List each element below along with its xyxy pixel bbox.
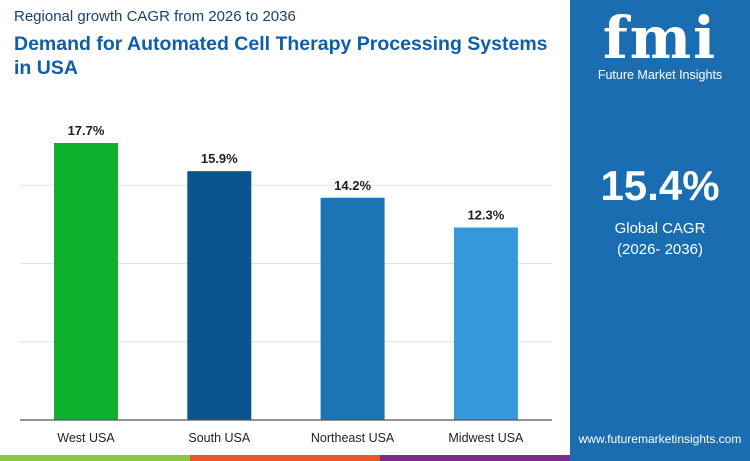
x-tick-label: Northeast USA: [311, 431, 395, 445]
website-link[interactable]: www.futuremarketinsights.com: [578, 432, 742, 446]
global-cagr-period: (2026- 2036): [617, 241, 703, 258]
global-cagr-caption: Global CAGR (2026- 2036): [570, 218, 750, 260]
chart-title: Demand for Automated Cell Therapy Proces…: [14, 33, 548, 79]
data-label: 12.3%: [467, 208, 504, 223]
x-tick-label: Midwest USA: [448, 431, 524, 445]
bar-northeast-usa: [320, 197, 385, 420]
x-tick-label: South USA: [188, 431, 251, 445]
stripe-purple: [380, 455, 570, 461]
stripe-orange: [190, 455, 380, 461]
x-tick-label: West USA: [57, 431, 115, 445]
chart-subtitle: Regional growth CAGR from 2026 to 2036: [14, 8, 296, 25]
logo-mark: fmi: [602, 4, 718, 72]
bar-chart: 17.7% West USA 15.9% South USA 14.2% Northeas…: [20, 123, 552, 445]
global-cagr-value: 15.4%: [600, 162, 720, 209]
stripe-green: [0, 455, 190, 461]
global-cagr-label: Global CAGR: [614, 220, 706, 237]
data-label: 17.7%: [68, 123, 105, 138]
data-label: 14.2%: [334, 178, 371, 193]
bar-west-usa: [54, 142, 118, 420]
data-label: 15.9%: [201, 151, 238, 166]
brand-name: Future Market Insights: [597, 68, 723, 82]
bar-south-usa: [187, 171, 252, 420]
side-panel: fmi Future Market Insights 15.4% Global …: [570, 0, 750, 461]
bar-midwest-usa: [453, 227, 518, 420]
fmi-logo: fmi Future Market Insights: [570, 8, 750, 82]
